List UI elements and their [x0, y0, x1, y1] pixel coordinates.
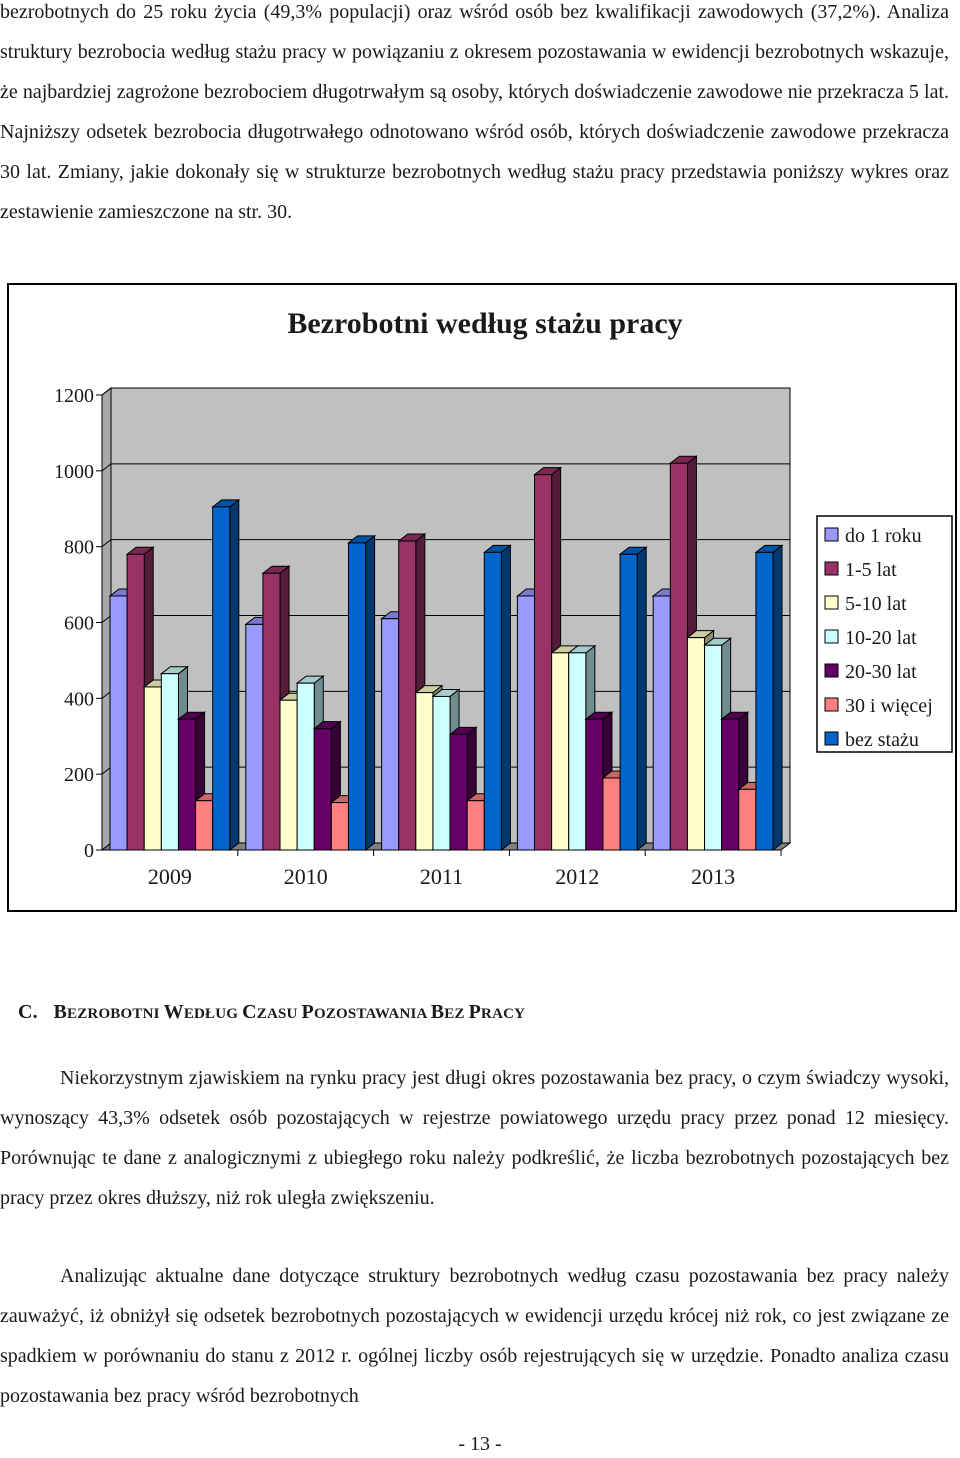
paragraph-2: Niekorzystnym zjawiskiem na rynku pracy … [0, 1067, 949, 1209]
bar [160, 673, 179, 851]
legend-label: 30 i więcej [845, 695, 933, 717]
gridline [101, 387, 790, 396]
x-tick-label: 2011 [420, 864, 463, 889]
legend-swatch [824, 697, 839, 712]
bar [516, 595, 536, 851]
bar-side [365, 534, 376, 852]
legend-label: 10-20 lat [845, 627, 917, 649]
section-heading: C. BEZROBOTNI WEDŁUG CZASU POZOSTAWANIA … [18, 998, 525, 1028]
legend-label: 5-10 lat [845, 593, 907, 615]
bar [126, 553, 145, 851]
bar [212, 506, 231, 851]
y-tick-label: 0 [84, 840, 94, 862]
bar [755, 551, 774, 851]
gridline [101, 463, 790, 472]
bar [432, 695, 451, 851]
x-tick-label: 2013 [691, 864, 735, 889]
bar [398, 540, 417, 851]
bar [721, 718, 740, 851]
paragraph-3: Analizując aktualne dane dotyczące struk… [0, 1265, 949, 1407]
y-tick-label: 200 [64, 764, 94, 786]
bar-side [772, 544, 783, 852]
bar [466, 800, 485, 851]
legend-label: bez stażu [845, 729, 919, 751]
bar [143, 686, 162, 851]
bar [551, 652, 570, 851]
legend-swatch [824, 561, 839, 576]
bar [330, 802, 349, 851]
bar-side [500, 544, 511, 852]
y-tick-label: 800 [64, 537, 94, 559]
bar [381, 618, 400, 851]
bar [347, 542, 367, 851]
bar [313, 728, 332, 851]
bar-side [636, 546, 647, 852]
section-letter: C. [18, 1001, 38, 1023]
y-tick-label: 400 [64, 688, 94, 710]
legend-label: 1-5 lat [845, 559, 897, 581]
x-tick-label: 2009 [148, 864, 192, 889]
chart-title: Bezrobotni według stażu pracy [287, 307, 682, 340]
bar [279, 699, 298, 851]
legend-label: do 1 roku [845, 525, 922, 547]
y-tick-label: 600 [64, 613, 94, 635]
bar [296, 682, 315, 851]
legend-swatch [824, 731, 839, 746]
bar [585, 718, 604, 851]
bar [602, 777, 621, 851]
bar [195, 800, 214, 851]
x-tick-label: 2012 [555, 864, 599, 889]
gridline [101, 539, 790, 548]
legend-label: 20-30 lat [845, 661, 917, 683]
y-tick-label: 1200 [54, 385, 94, 407]
bar [568, 652, 587, 851]
bar [415, 692, 434, 851]
bar-chart: Bezrobotni według stażu pracy 0 200 400 600… [54, 307, 953, 889]
bar [449, 733, 468, 851]
legend-swatch [824, 527, 839, 542]
bar-side [229, 498, 240, 852]
y-tick-label: 1000 [54, 461, 94, 483]
legend-swatch [824, 663, 839, 678]
bar [534, 474, 553, 851]
bar [738, 788, 757, 851]
bar [262, 572, 281, 851]
bar [652, 595, 671, 851]
page-number: - 13 - [458, 1433, 502, 1455]
intro-paragraph: bezrobotnych do 25 roku życia (49,3% pop… [0, 1, 949, 223]
legend-swatch [824, 629, 839, 644]
section-title: BEZROBOTNI WEDŁUG CZASU POZOSTAWANIA BEZ… [53, 1001, 526, 1023]
bar [704, 644, 723, 851]
bar [483, 551, 502, 851]
x-tick-label: 2010 [284, 864, 328, 889]
bar [245, 623, 264, 851]
legend-box [816, 515, 953, 753]
bar [177, 718, 197, 851]
bar [619, 553, 638, 851]
bar [109, 595, 128, 851]
legend-swatch [824, 595, 839, 610]
chart-frame: Bezrobotni według stażu pracy 0 200 400 600… [7, 283, 957, 912]
bar [686, 637, 706, 851]
bar [669, 462, 688, 851]
